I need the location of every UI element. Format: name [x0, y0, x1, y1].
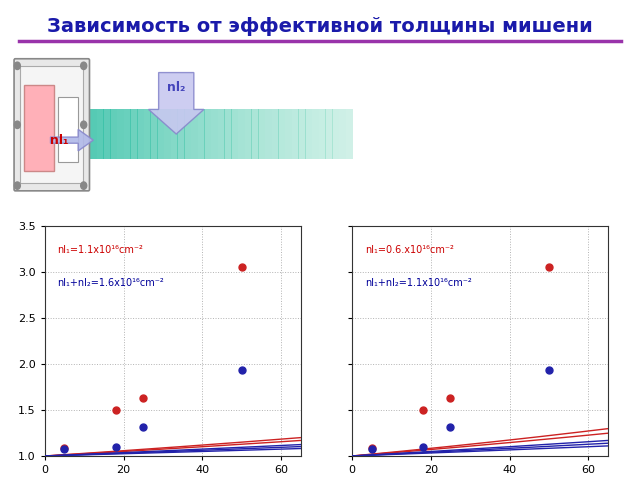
Bar — [144, 109, 151, 158]
Text: nl₁=0.6.x10¹⁶cm⁻²: nl₁=0.6.x10¹⁶cm⁻² — [365, 245, 454, 255]
Bar — [305, 109, 312, 158]
Bar — [90, 109, 97, 158]
Circle shape — [14, 121, 20, 129]
Bar — [252, 109, 259, 158]
Bar — [292, 109, 299, 158]
Bar — [137, 109, 144, 158]
Bar — [211, 109, 218, 158]
Text: nl₁+nl₂=1.6x10¹⁶cm⁻²: nl₁+nl₂=1.6x10¹⁶cm⁻² — [58, 277, 164, 288]
Bar — [346, 109, 353, 158]
Bar — [332, 109, 339, 158]
Bar — [191, 109, 198, 158]
Circle shape — [81, 182, 87, 189]
Bar — [83, 109, 90, 158]
FancyBboxPatch shape — [20, 66, 83, 183]
Bar — [97, 109, 104, 158]
Circle shape — [14, 62, 20, 70]
Circle shape — [81, 121, 87, 129]
Polygon shape — [51, 130, 93, 151]
Bar — [177, 109, 184, 158]
Bar — [312, 109, 319, 158]
Bar — [278, 109, 285, 158]
Bar — [204, 109, 211, 158]
Bar — [164, 109, 171, 158]
Bar — [150, 109, 157, 158]
Bar — [339, 109, 346, 158]
Bar — [104, 109, 111, 158]
Bar — [258, 109, 266, 158]
Circle shape — [14, 182, 20, 189]
Bar — [244, 109, 252, 158]
Bar — [184, 109, 191, 158]
Bar — [110, 109, 117, 158]
Polygon shape — [148, 72, 204, 134]
Text: Зависимость от эффективной толщины мишени: Зависимость от эффективной толщины мишен… — [47, 17, 593, 36]
Bar — [285, 109, 292, 158]
Bar — [58, 97, 78, 162]
Bar — [157, 109, 164, 158]
Bar — [171, 109, 178, 158]
Bar — [319, 109, 326, 158]
FancyBboxPatch shape — [14, 59, 90, 191]
Bar — [124, 109, 131, 158]
Text: nl₁=1.1x10¹⁶cm⁻²: nl₁=1.1x10¹⁶cm⁻² — [58, 245, 143, 255]
Text: nl₁: nl₁ — [50, 133, 68, 147]
Text: nl₁+nl₂=1.1x10¹⁶cm⁻²: nl₁+nl₂=1.1x10¹⁶cm⁻² — [365, 277, 472, 288]
Bar — [24, 85, 54, 171]
Bar — [298, 109, 306, 158]
Bar — [265, 109, 272, 158]
Bar — [238, 109, 245, 158]
Circle shape — [81, 62, 87, 70]
Bar — [231, 109, 238, 158]
Text: nl₂: nl₂ — [167, 82, 186, 95]
Bar — [131, 109, 138, 158]
Bar — [198, 109, 205, 158]
Bar — [225, 109, 232, 158]
Bar — [325, 109, 333, 158]
Bar — [117, 109, 124, 158]
Bar — [271, 109, 279, 158]
Bar — [218, 109, 225, 158]
